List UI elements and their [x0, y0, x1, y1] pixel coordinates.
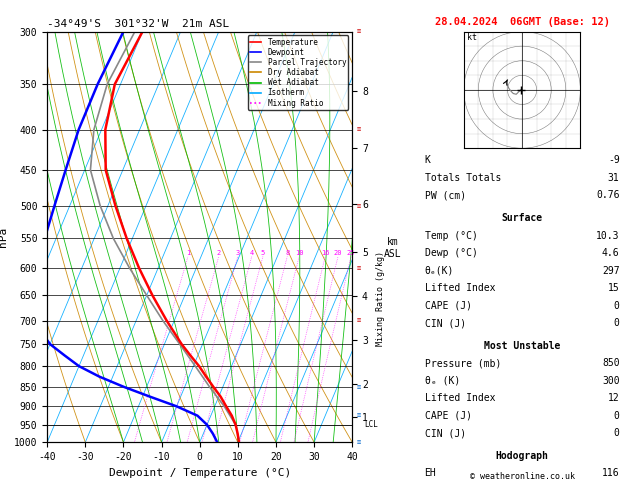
Text: 3: 3 — [236, 250, 240, 257]
Text: Temp (°C): Temp (°C) — [425, 231, 477, 241]
Text: 10: 10 — [295, 250, 303, 257]
Text: PW (cm): PW (cm) — [425, 190, 465, 200]
Text: EH: EH — [425, 468, 437, 478]
Text: 25: 25 — [347, 250, 355, 257]
Text: 12: 12 — [608, 393, 620, 403]
Legend: Temperature, Dewpoint, Parcel Trajectory, Dry Adiabat, Wet Adiabat, Isotherm, Mi: Temperature, Dewpoint, Parcel Trajectory… — [248, 35, 348, 110]
Text: 8: 8 — [285, 250, 289, 257]
Text: Most Unstable: Most Unstable — [484, 341, 560, 351]
Text: Mixing Ratio (g/kg): Mixing Ratio (g/kg) — [376, 251, 385, 346]
X-axis label: Dewpoint / Temperature (°C): Dewpoint / Temperature (°C) — [109, 468, 291, 478]
Text: kt: kt — [467, 34, 477, 42]
Text: Lifted Index: Lifted Index — [425, 393, 495, 403]
Text: Hodograph: Hodograph — [496, 451, 548, 461]
Text: ≡: ≡ — [357, 127, 360, 133]
Text: 0: 0 — [614, 318, 620, 329]
Text: ≡: ≡ — [357, 203, 360, 209]
Text: LCL: LCL — [364, 420, 378, 429]
Text: θₑ (K): θₑ (K) — [425, 376, 460, 386]
Text: 850: 850 — [602, 358, 620, 368]
Text: 5: 5 — [261, 250, 265, 257]
Text: CAPE (J): CAPE (J) — [425, 411, 472, 421]
Text: 0: 0 — [614, 428, 620, 438]
Text: CIN (J): CIN (J) — [425, 318, 465, 329]
Text: ≡: ≡ — [357, 384, 360, 390]
Text: © weatheronline.co.uk: © weatheronline.co.uk — [470, 472, 574, 481]
Text: 10.3: 10.3 — [596, 231, 620, 241]
Text: 300: 300 — [602, 376, 620, 386]
Text: 0.76: 0.76 — [596, 190, 620, 200]
Text: ≡: ≡ — [357, 317, 360, 324]
Text: ≡: ≡ — [357, 265, 360, 271]
Text: Pressure (mb): Pressure (mb) — [425, 358, 501, 368]
Text: -9: -9 — [608, 155, 620, 165]
Text: 297: 297 — [602, 266, 620, 276]
Text: ≡: ≡ — [357, 413, 360, 418]
Text: -34°49'S  301°32'W  21m ASL: -34°49'S 301°32'W 21m ASL — [47, 19, 230, 30]
Text: 0: 0 — [614, 301, 620, 311]
Text: 0: 0 — [614, 411, 620, 421]
Text: 31: 31 — [608, 173, 620, 183]
Text: CIN (J): CIN (J) — [425, 428, 465, 438]
Text: CAPE (J): CAPE (J) — [425, 301, 472, 311]
Text: K: K — [425, 155, 430, 165]
Text: 116: 116 — [602, 468, 620, 478]
Text: Dewp (°C): Dewp (°C) — [425, 248, 477, 259]
Text: Totals Totals: Totals Totals — [425, 173, 501, 183]
Text: 20: 20 — [334, 250, 342, 257]
Text: 4.6: 4.6 — [602, 248, 620, 259]
Text: 1: 1 — [186, 250, 190, 257]
Text: 16: 16 — [321, 250, 330, 257]
Y-axis label: km
ASL: km ASL — [384, 237, 402, 259]
Text: 15: 15 — [608, 283, 620, 294]
Text: Surface: Surface — [501, 213, 543, 224]
Text: ≡: ≡ — [357, 439, 360, 445]
Text: ≡: ≡ — [357, 29, 360, 35]
Text: 4: 4 — [250, 250, 254, 257]
Text: 28.04.2024  06GMT (Base: 12): 28.04.2024 06GMT (Base: 12) — [435, 17, 610, 27]
Text: θₑ(K): θₑ(K) — [425, 266, 454, 276]
Y-axis label: hPa: hPa — [0, 227, 8, 247]
Text: 2: 2 — [216, 250, 221, 257]
Text: Lifted Index: Lifted Index — [425, 283, 495, 294]
